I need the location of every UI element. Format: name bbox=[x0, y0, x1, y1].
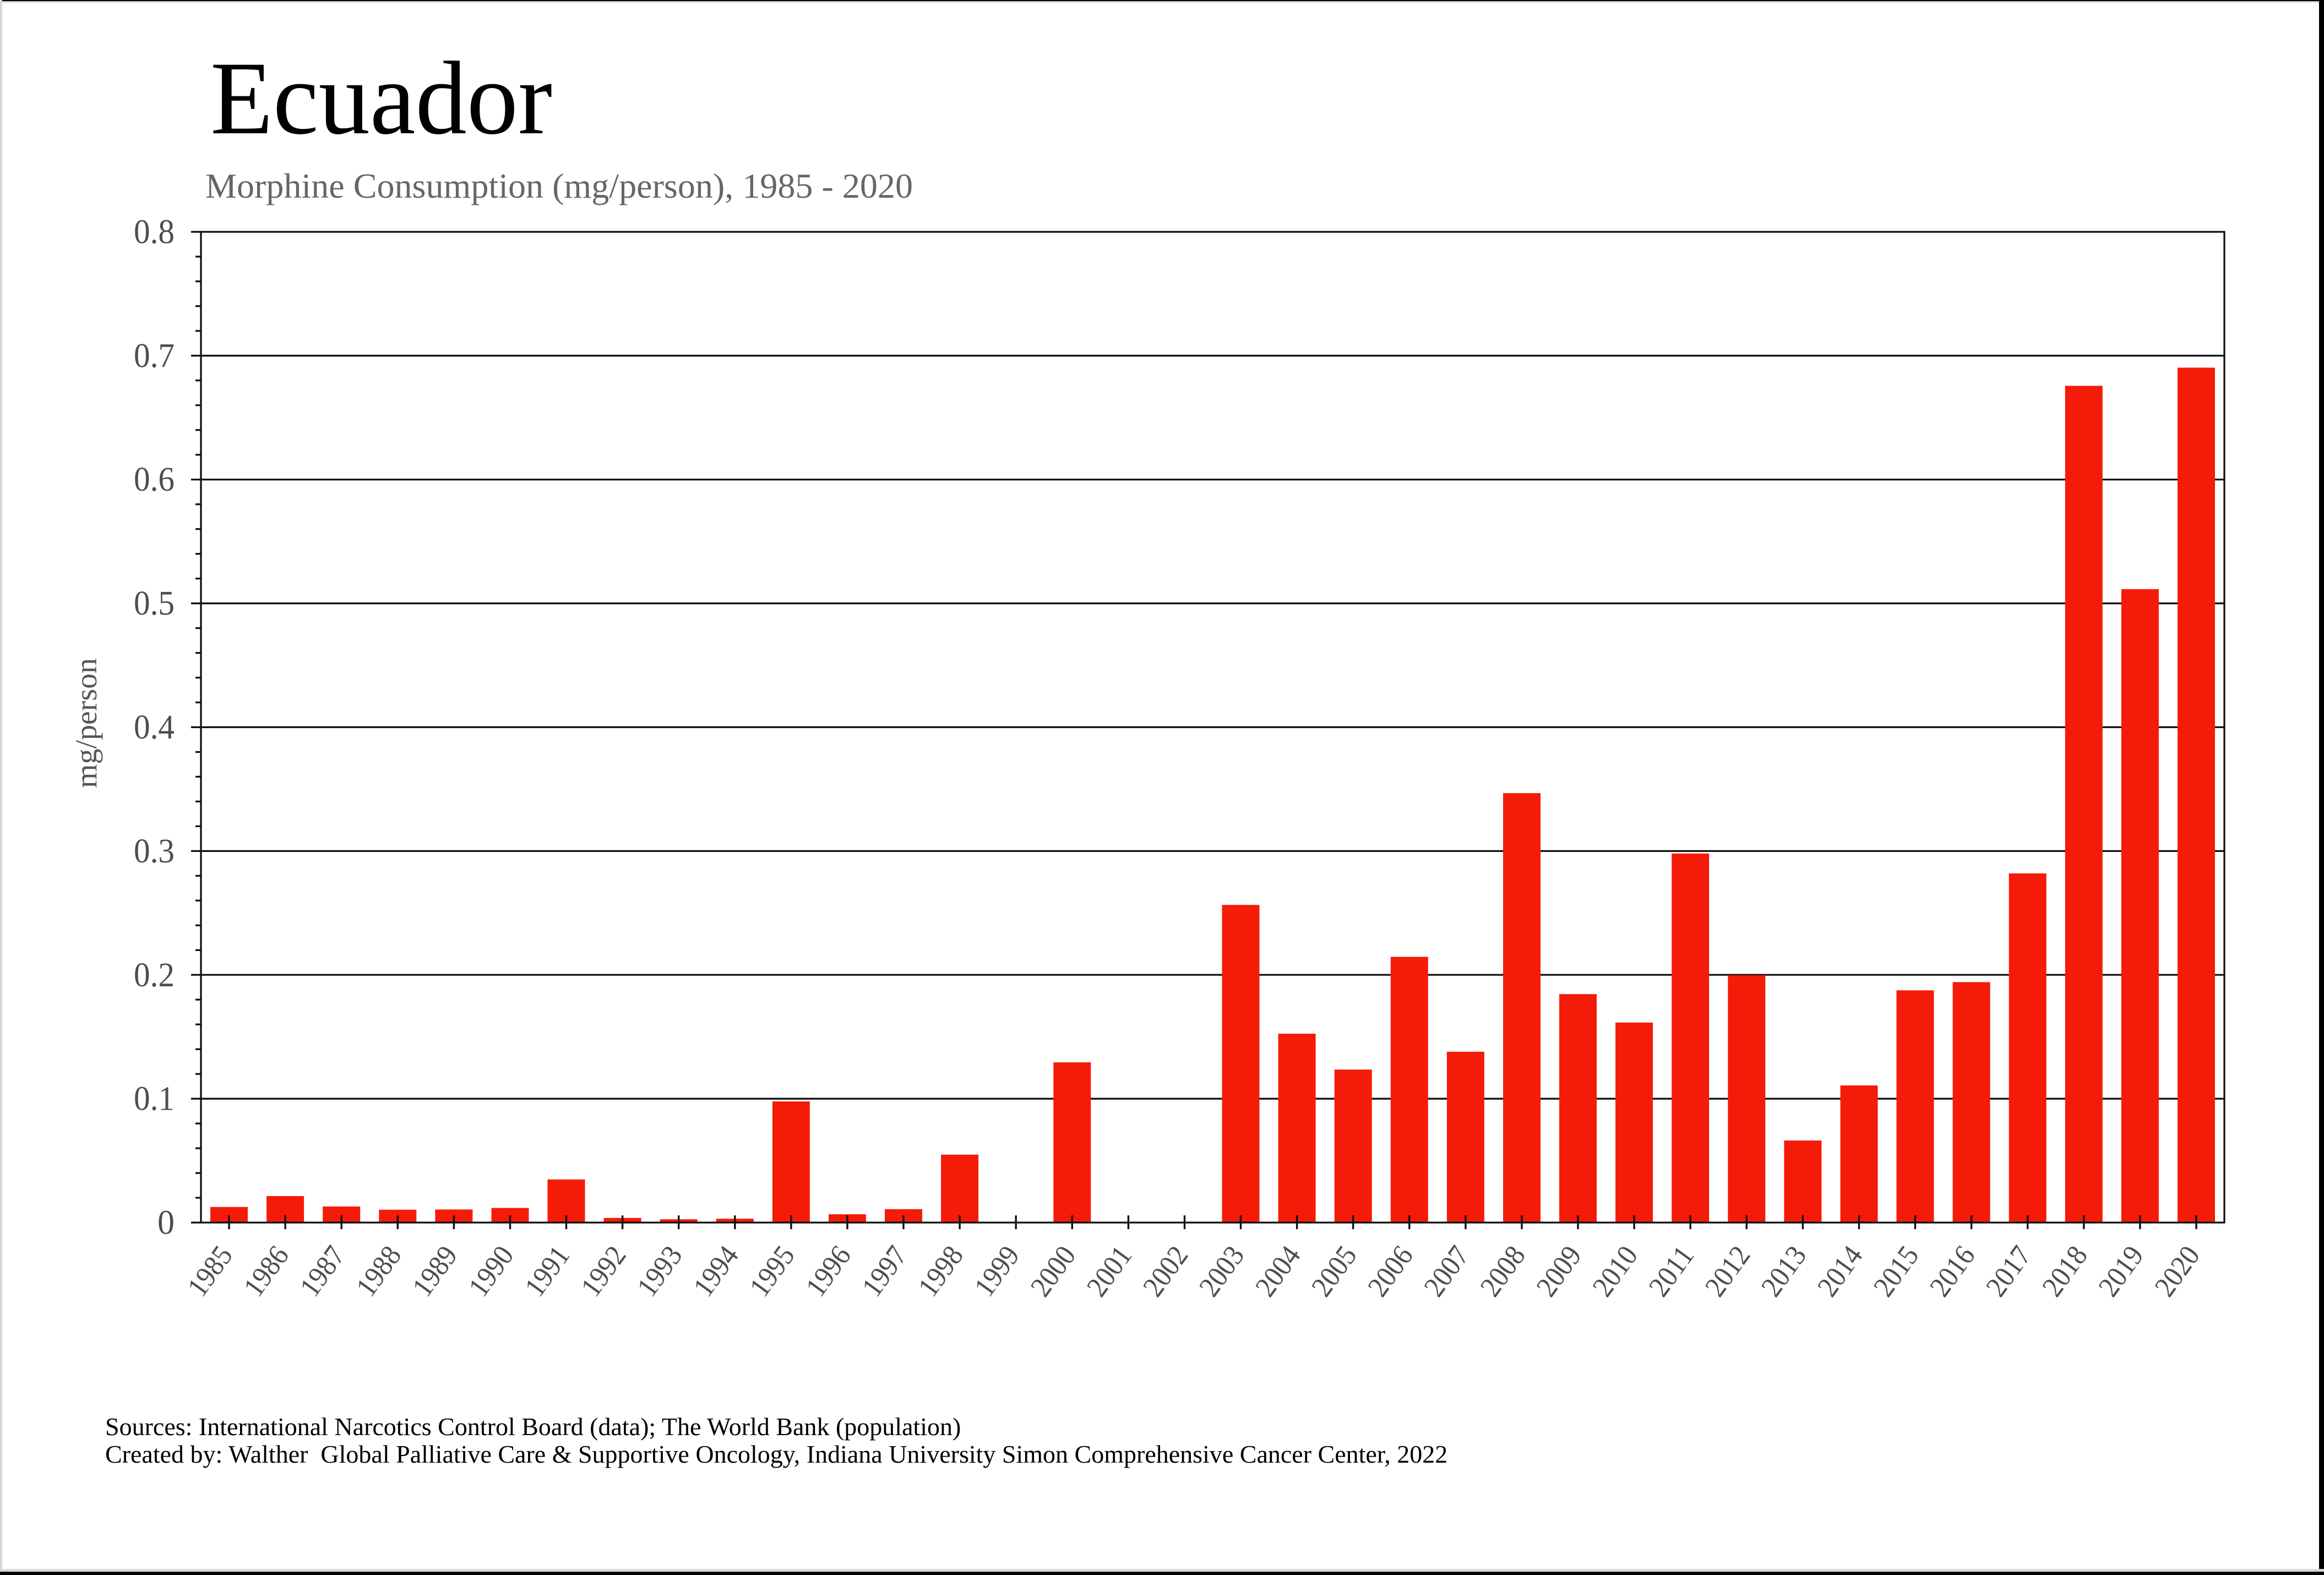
svg-text:Morphine Consumption (mg/perso: Morphine Consumption (mg/person), 1985 -… bbox=[205, 167, 913, 205]
svg-text:0.1: 0.1 bbox=[134, 1080, 175, 1118]
svg-text:0.6: 0.6 bbox=[134, 461, 175, 498]
svg-text:0.5: 0.5 bbox=[134, 585, 175, 622]
svg-text:Sources: International Narcoti: Sources: International Narcotics Control… bbox=[105, 1413, 961, 1441]
svg-text:Created by: Walther Global Pa: Created by: Walther Global Palliative Ca… bbox=[105, 1440, 1447, 1468]
svg-text:0.7: 0.7 bbox=[134, 337, 175, 374]
svg-text:0.4: 0.4 bbox=[134, 709, 175, 746]
svg-text:0: 0 bbox=[157, 1204, 175, 1242]
svg-text:0.3: 0.3 bbox=[134, 833, 175, 870]
svg-text:0.8: 0.8 bbox=[134, 214, 175, 251]
svg-text:Ecuador: Ecuador bbox=[210, 41, 552, 156]
svg-text:0.2: 0.2 bbox=[134, 957, 175, 994]
svg-text:mg/person: mg/person bbox=[69, 658, 103, 788]
